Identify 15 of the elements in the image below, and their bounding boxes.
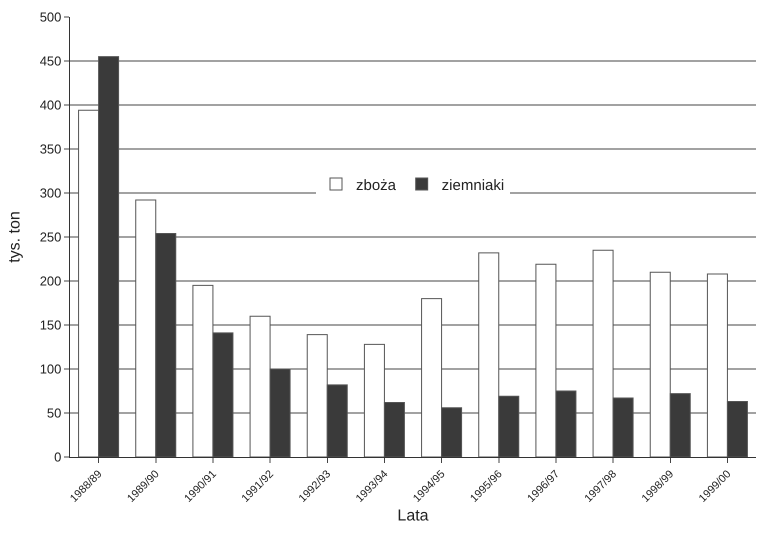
y-tick-label: 500 (40, 10, 62, 25)
y-axis-title: tys. ton (6, 211, 24, 263)
y-tick-label: 0 (54, 450, 62, 465)
y-tick-label: 100 (40, 362, 62, 377)
legend-label: ziemniaki (442, 176, 504, 194)
legend-label: zboża (356, 176, 397, 194)
y-tick-label: 50 (46, 406, 62, 421)
x-axis-title: Lata (397, 508, 429, 525)
y-tick-label: 350 (40, 142, 62, 157)
y-tick-label: 150 (40, 318, 62, 333)
y-tick-label: 200 (40, 274, 62, 289)
y-tick-label: 250 (40, 230, 62, 245)
y-tick-label: 300 (40, 186, 62, 201)
y-tick-label: 450 (40, 54, 62, 69)
y-tick-label: 400 (40, 98, 62, 113)
